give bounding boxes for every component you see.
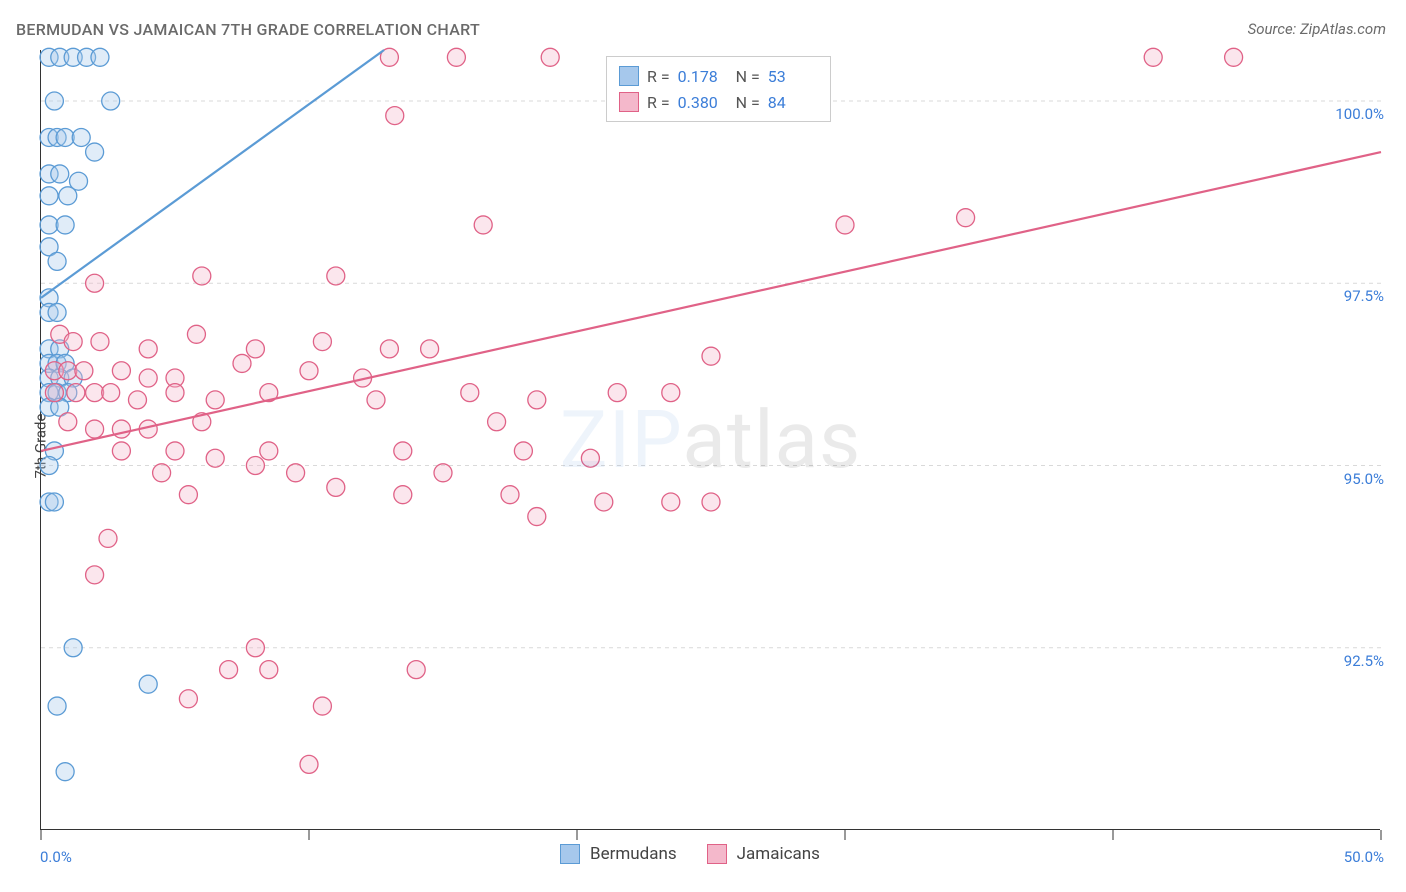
legend-n-value-1: 84 [768, 93, 818, 112]
legend-item-0: Bermudans [560, 844, 677, 864]
ytick-label: 100.0% [1335, 105, 1384, 123]
chart-wrap: BERMUDAN VS JAMAICAN 7TH GRADE CORRELATI… [0, 0, 1406, 892]
ytick-label: 92.5% [1344, 652, 1384, 670]
legend-swatch-0 [619, 66, 639, 86]
ytick-label: 95.0% [1344, 470, 1384, 488]
ytick-label: 97.5% [1344, 287, 1384, 305]
legend-series-swatch-0 [560, 844, 580, 864]
legend-series-swatch-1 [707, 844, 727, 864]
legend-item-1: Jamaicans [707, 844, 820, 864]
legend-series: Bermudans Jamaicans [560, 844, 820, 864]
legend-stats: R = 0.178 N = 53 R = 0.380 N = 84 [606, 56, 831, 122]
legend-n-label-1: N = [736, 93, 760, 112]
chart-source: Source: ZipAtlas.com [1248, 20, 1386, 38]
legend-r-value-1: 0.380 [678, 93, 728, 112]
legend-r-label-0: R = [647, 67, 670, 86]
legend-stats-row-1: R = 0.380 N = 84 [619, 89, 818, 115]
legend-swatch-1 [619, 92, 639, 112]
legend-r-label-1: R = [647, 93, 670, 112]
legend-n-label-0: N = [736, 67, 760, 86]
legend-series-label-1: Jamaicans [737, 844, 820, 864]
xtick-label: 50.0% [1344, 848, 1384, 866]
plot-area: ZIPatlas R = 0.178 N = 53 R = 0.380 N = … [40, 50, 1380, 830]
xtick-label: 0.0% [40, 848, 72, 866]
plot-svg [41, 50, 1381, 830]
legend-stats-row-0: R = 0.178 N = 53 [619, 63, 818, 89]
legend-n-value-0: 53 [768, 67, 818, 86]
legend-series-label-0: Bermudans [590, 844, 677, 864]
legend-r-value-0: 0.178 [678, 67, 728, 86]
chart-title: BERMUDAN VS JAMAICAN 7TH GRADE CORRELATI… [16, 20, 480, 39]
